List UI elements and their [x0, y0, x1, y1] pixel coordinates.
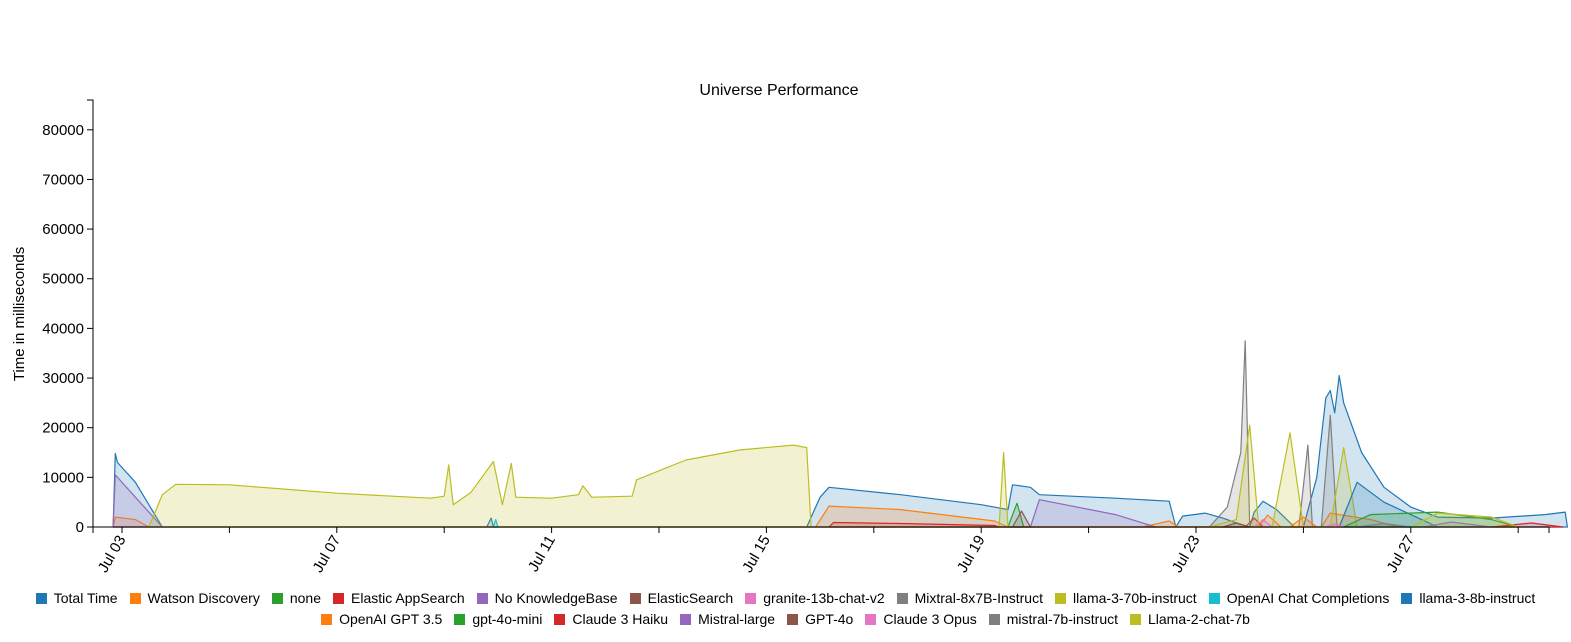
legend-item-gpt-4o-mini[interactable]: gpt-4o-mini: [454, 609, 542, 630]
legend-item-claude-3-opus[interactable]: Claude 3 Opus: [865, 609, 977, 630]
y-axis-label: Time in milliseconds: [11, 247, 28, 381]
legend-swatch: [988, 614, 1000, 625]
series-layer: [112, 340, 1568, 528]
x-axis-line: [92, 526, 1550, 533]
legend-item-watson-discovery[interactable]: Watson Discovery: [129, 588, 260, 609]
x-tick-label: Jul 15: [739, 533, 774, 576]
chart-title: Universe Performance: [699, 82, 858, 99]
legend-label: Total Time: [53, 590, 118, 606]
legend-row-2: OpenAI GPT 3.5 gpt-4o-mini Claude 3 Haiku M…: [0, 609, 1571, 630]
legend-item-total-time[interactable]: Total Time: [35, 588, 118, 609]
legend-swatch: [787, 614, 799, 625]
legend-swatch: [1130, 614, 1141, 625]
x-tick-label: Jul 11: [525, 533, 559, 575]
legend-swatch: [680, 614, 692, 625]
legend-label: llama-3-70b-instruct: [1072, 590, 1197, 606]
legend-label: Llama-2-chat-7b: [1148, 611, 1250, 627]
legend-label: No KnowledgeBase: [494, 590, 618, 606]
legend-swatch: [865, 614, 877, 625]
legend-swatch: [454, 614, 466, 625]
legend-item-no-knowledgebase[interactable]: No KnowledgeBase: [476, 588, 618, 609]
legend-swatch: [1401, 593, 1413, 604]
y-tick-label: 0: [76, 519, 84, 536]
legend-label: GPT-4o: [805, 611, 854, 627]
legend-item-gpt-4o[interactable]: GPT-4o: [787, 609, 853, 630]
y-tick-label: 70000: [42, 171, 84, 188]
chart-svg: Universe Performance Time in millisecond…: [11, 82, 1568, 576]
y-tick-label: 20000: [42, 420, 84, 437]
legend-item-elasticsearch[interactable]: ElasticSearch: [629, 588, 734, 609]
y-tick-label: 50000: [42, 271, 84, 288]
y-tick-label: 60000: [42, 221, 84, 238]
x-tick-label: Jul 07: [310, 533, 345, 576]
legend-swatch: [745, 593, 757, 604]
legend-swatch: [321, 614, 333, 625]
legend-swatch: [129, 593, 141, 604]
legend-item-granite-13b-chat-v2[interactable]: granite-13b-chat-v2: [745, 588, 885, 609]
legend-item-mistral-large[interactable]: Mistral-large: [680, 609, 775, 630]
legend-label: Claude 3 Opus: [883, 611, 977, 627]
legend-swatch: [35, 593, 47, 604]
x-tick-label: Jul 03: [95, 533, 130, 576]
legend-label: Watson Discovery: [147, 590, 260, 606]
series-area-llama-3-70b-instruct-8: [148, 424, 1358, 528]
legend-label: gpt-4o-mini: [472, 611, 543, 627]
legend-label: ElasticSearch: [647, 590, 734, 606]
y-tick-label: 40000: [42, 320, 84, 337]
legend-label: mistral-7b-instruct: [1006, 611, 1118, 627]
legend-label: Elastic AppSearch: [351, 590, 465, 606]
x-tick-label: Jul 27: [1384, 533, 1419, 576]
legend-item-openai-chat-completions[interactable]: OpenAI Chat Completions: [1208, 588, 1390, 609]
y-tick-label: 10000: [42, 469, 84, 486]
y-tick-label: 30000: [42, 370, 84, 387]
legend-label: OpenAI GPT 3.5: [339, 611, 443, 627]
legend-item-mixtral-8x7b-instruct[interactable]: Mixtral-8x7B-Instruct: [896, 588, 1043, 609]
y-axis-line: [87, 99, 94, 528]
legend-swatch: [271, 593, 283, 604]
legend-label: OpenAI Chat Completions: [1226, 590, 1390, 606]
legend-item-claude-3-haiku[interactable]: Claude 3 Haiku: [554, 609, 668, 630]
legend-label: none: [289, 590, 321, 606]
legend-item-llama-3-8b-instruct[interactable]: llama-3-8b-instruct: [1401, 588, 1535, 609]
legend-swatch: [896, 593, 908, 604]
legend-swatch: [554, 614, 566, 625]
legend-label: Mixtral-8x7B-Instruct: [914, 590, 1043, 606]
legend-swatch: [333, 593, 344, 604]
x-tick-label: Jul 19: [954, 533, 989, 576]
legend-item-none[interactable]: none: [271, 588, 321, 609]
legend-swatch: [476, 593, 488, 604]
legend-label: Claude 3 Haiku: [572, 611, 669, 627]
legend-item-llama-2-chat-7b[interactable]: Llama-2-chat-7b: [1130, 609, 1250, 630]
legend-swatch: [629, 593, 641, 604]
legend-row-1: Total Time Watson Discovery none Elastic Ap…: [0, 588, 1571, 609]
legend-item-openai-gpt-3-5[interactable]: OpenAI GPT 3.5: [321, 609, 442, 630]
y-tick-label: 80000: [42, 122, 84, 139]
legend-item-elastic-appsearch[interactable]: Elastic AppSearch: [333, 588, 465, 609]
legend-label: Mistral-large: [698, 611, 776, 627]
legend-item-mistral-7b-instruct[interactable]: mistral-7b-instruct: [988, 609, 1118, 630]
legend-swatch: [1208, 593, 1220, 604]
legend-item-llama-3-70b-instruct[interactable]: llama-3-70b-instruct: [1054, 588, 1197, 609]
legend: Total Time Watson Discovery none Elastic Ap…: [0, 588, 1571, 630]
legend-label: granite-13b-chat-v2: [763, 590, 885, 606]
legend-swatch: [1054, 593, 1066, 604]
x-tick-label: Jul 23: [1169, 533, 1204, 576]
legend-label: llama-3-8b-instruct: [1419, 590, 1536, 606]
